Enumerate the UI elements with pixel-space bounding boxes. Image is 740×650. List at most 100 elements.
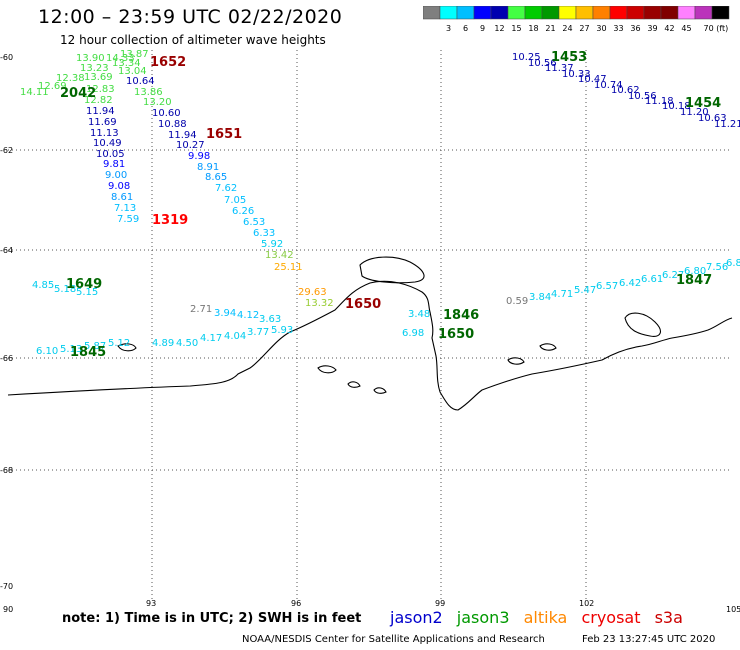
color-scale-label: 3 <box>446 24 451 33</box>
track-left-row: 4.85 5.18 5.15 6.10 5.13 5.87 5.12 <box>32 280 130 357</box>
swh-point: 4.89 <box>152 338 174 349</box>
swh-point: 13.04 <box>118 66 147 77</box>
color-scale-label: 39 <box>647 24 657 33</box>
swh-point: 10.56 <box>528 58 557 69</box>
swh-point: 10.88 <box>158 119 187 130</box>
generated-timestamp: Feb 23 13:27:45 UTC 2020 <box>582 634 716 645</box>
pass-time-label: 1454 <box>685 96 721 111</box>
y-label-68: -68 <box>0 466 13 475</box>
legend-altika: altika <box>523 608 568 627</box>
swh-point: 13.42 <box>265 250 294 261</box>
swh-point: 10.63 <box>698 113 727 124</box>
swh-point: 14.33 <box>106 53 135 64</box>
swh-point: 9.98 <box>188 151 210 162</box>
swh-point: 7.13 <box>114 203 136 214</box>
color-scale-label: 45 <box>681 24 691 33</box>
x-label-96: 96 <box>291 599 301 608</box>
swh-point: 6.98 <box>402 328 424 339</box>
swh-point: 5.13 <box>60 344 82 355</box>
track-jason2-left: 11.94 11.69 11.13 10.49 10.05 9.81 9.00 … <box>86 106 139 225</box>
swh-point: 6.26 <box>232 206 254 217</box>
swh-point: 11.18 <box>645 96 674 107</box>
satellite-legend: jason2 jason3 altika cryosat s3a <box>390 608 692 627</box>
swh-point: 6.80 <box>684 266 706 277</box>
x-label-93: 93 <box>146 599 156 608</box>
x-label-105: 105 <box>726 605 740 614</box>
coastline <box>7 256 733 411</box>
swh-point: 10.25 <box>512 52 541 63</box>
swh-point: 11.21 <box>714 119 740 130</box>
x-label-99: 99 <box>435 599 445 608</box>
swh-point: 4.50 <box>176 338 198 349</box>
swh-point: 5.15 <box>76 287 98 298</box>
swh-point: 3.48 <box>408 309 430 320</box>
track-altika: 29.63 13.32 <box>298 287 334 309</box>
pass-time-label: 1847 <box>676 273 712 288</box>
swh-point: 10.49 <box>93 138 122 149</box>
swh-point: 10.47 <box>578 74 607 85</box>
swh-point: 7.56 <box>706 262 728 273</box>
legend-s3a: s3a <box>654 608 683 627</box>
swh-point: 10.18 <box>662 101 691 112</box>
swh-point: 13.69 <box>84 72 113 83</box>
color-scale-label: 27 <box>579 24 589 33</box>
swh-point: 4.71 <box>551 289 573 300</box>
swh-point: 10.62 <box>611 85 640 96</box>
pass-times: 1652 2042 1651 1319 1649 1845 1650 1846 … <box>60 50 721 360</box>
swh-point: 13.87 <box>120 49 149 60</box>
swh-point: 13.20 <box>143 97 172 108</box>
track-bottom-row: 2.71 3.94 4.12 3.63 4.50 4.17 4.04 3.77 … <box>152 258 740 349</box>
swh-point: 11.94 <box>86 106 115 117</box>
swh-point: 9.08 <box>108 181 130 192</box>
swh-point: 3.77 <box>247 327 269 338</box>
swh-point: 7.62 <box>215 183 237 194</box>
color-scale-label: 6 <box>463 24 468 33</box>
swh-point: 12.69 <box>38 81 67 92</box>
swh-point: 7.05 <box>224 195 246 206</box>
pass-time-label: 1649 <box>66 277 102 292</box>
legend-cryosat: cryosat <box>581 608 641 627</box>
pass-time-label: 1651 <box>206 127 242 142</box>
color-scale-label: 24 <box>562 24 572 33</box>
swh-point: 6.42 <box>619 278 641 289</box>
swh-point: 6.57 <box>596 281 618 292</box>
y-label-62: -62 <box>0 146 13 155</box>
swh-point: 13.23 <box>80 63 109 74</box>
swh-point: 13.86 <box>134 87 163 98</box>
grid-lines <box>8 50 730 600</box>
x-label-90: 90 <box>3 605 13 614</box>
color-scale-label: 36 <box>630 24 640 33</box>
swh-point: 4.12 <box>237 310 259 321</box>
swh-point: 12.82 <box>84 95 113 106</box>
swh-point: 12.38 <box>56 73 85 84</box>
pass-time-label: 2042 <box>60 86 96 101</box>
swh-point: 11.13 <box>90 128 119 139</box>
credit-line: NOAA/NESDIS Center for Satellite Applica… <box>242 634 545 645</box>
y-label-60: -60 <box>0 53 13 62</box>
swh-point: 8.65 <box>205 172 227 183</box>
swh-point: 13.32 <box>305 298 334 309</box>
swh-point: 3.63 <box>259 314 281 325</box>
legend-jason3: jason3 <box>456 608 510 627</box>
swh-point: 10.60 <box>152 108 181 119</box>
swh-point: 8.91 <box>197 162 219 173</box>
pass-time-label: 1650 <box>345 297 381 312</box>
swh-point: 6.10 <box>36 346 58 357</box>
swh-point: 5.47 <box>574 285 596 296</box>
swh-point: 5.92 <box>261 239 283 250</box>
swh-point: 5.12 <box>108 338 130 349</box>
swh-point: 3.84 <box>529 292 551 303</box>
swh-point: 13.34 <box>112 58 141 69</box>
legend-jason2: jason2 <box>390 608 443 627</box>
swh-point: 9.81 <box>103 159 125 170</box>
swh-point: 29.63 <box>298 287 327 298</box>
color-scale-label: 21 <box>545 24 555 33</box>
swh-point: 0.59 <box>506 296 528 307</box>
swh-point: 6.53 <box>243 217 265 228</box>
swh-point: 3.94 <box>214 308 236 319</box>
swh-point: 5.93 <box>271 325 293 336</box>
track-jason3-left: 13.90 14.33 13.87 13.34 13.23 13.04 12.3… <box>20 49 149 106</box>
pass-time-label: 1845 <box>70 345 106 360</box>
swh-point: 10.74 <box>594 80 623 91</box>
color-scale-label: 33 <box>613 24 623 33</box>
